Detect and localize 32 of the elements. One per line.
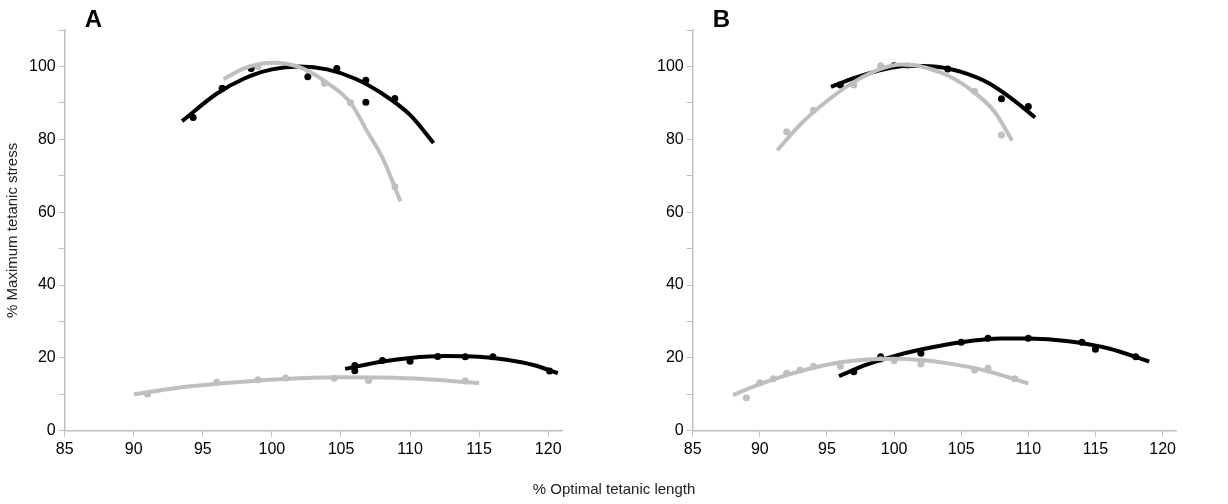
- x-tick-label: 115: [1082, 439, 1109, 457]
- x-tick-label: 105: [327, 439, 355, 457]
- x-tick-label: 95: [818, 439, 836, 457]
- y-tick-label: 100: [28, 56, 56, 74]
- x-tick-label: 85: [683, 439, 702, 457]
- x-tick-label: 110: [1015, 439, 1042, 457]
- y-tick-label: 80: [37, 129, 56, 147]
- x-tick-label: 115: [466, 439, 492, 457]
- y-tick-label: 80: [665, 129, 684, 147]
- y-tick-label: 20: [37, 348, 56, 366]
- y-tick-label: 100: [656, 56, 684, 74]
- x-axis-title: % Optimal tetanic length: [531, 480, 697, 497]
- x-tick-label: 85: [55, 439, 74, 457]
- y-axis-title: % Maximum tetanic stress: [3, 142, 21, 318]
- x-tick-label: 95: [193, 439, 212, 457]
- x-tick-label: 110: [397, 439, 423, 457]
- x-tick-label: 120: [534, 439, 562, 457]
- y-tick-label: 60: [37, 202, 56, 220]
- y-tick-label: 20: [665, 348, 684, 366]
- x-tick-label: 90: [124, 439, 143, 457]
- chart-title: A: [84, 4, 103, 32]
- y-tick-label: 0: [46, 421, 56, 439]
- x-tick-label: 105: [947, 439, 975, 457]
- chart-title: B: [712, 4, 731, 32]
- x-tick-label: 90: [750, 439, 769, 457]
- x-tick-label: 100: [880, 439, 908, 457]
- y-tick-label: 40: [665, 275, 684, 293]
- y-tick-label: 40: [37, 275, 56, 293]
- x-tick-label: 120: [1149, 439, 1177, 457]
- x-tick-label: 100: [258, 439, 286, 457]
- y-tick-label: 0: [674, 421, 684, 439]
- y-tick-label: 60: [665, 202, 684, 220]
